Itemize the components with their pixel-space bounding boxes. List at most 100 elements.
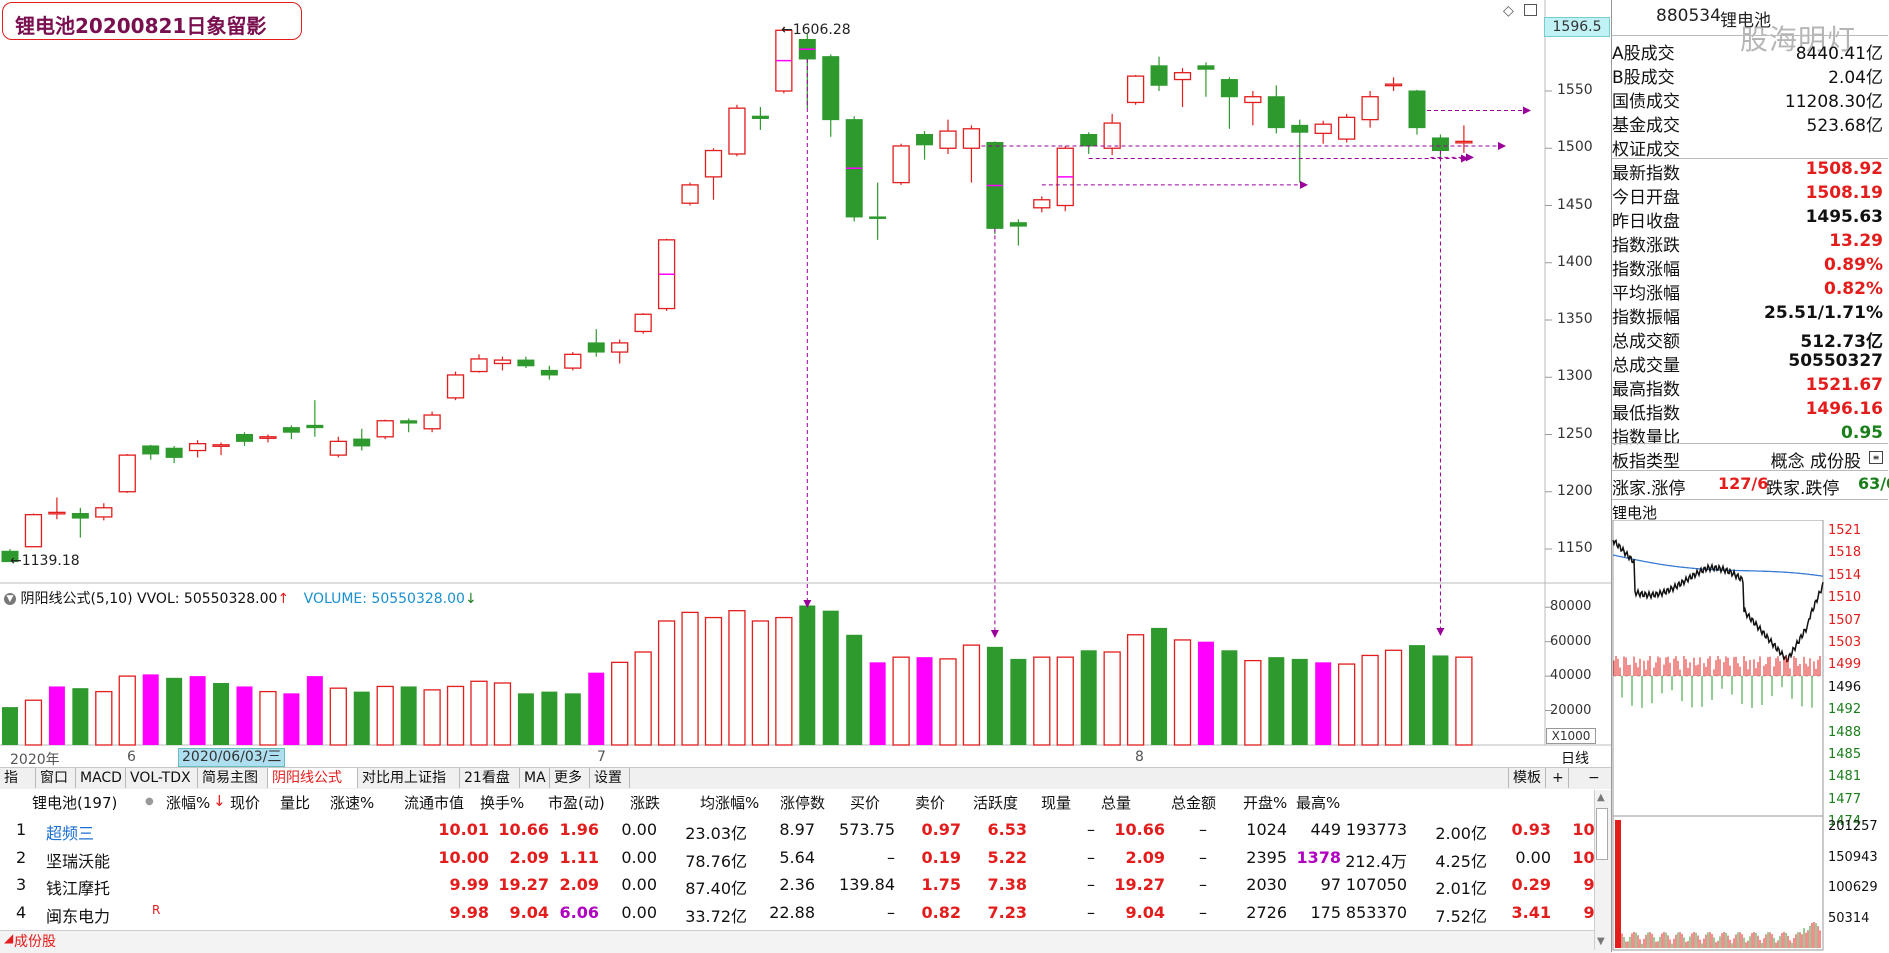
column-header[interactable]: 换手% xyxy=(480,794,525,812)
tab-8[interactable]: MA xyxy=(520,768,550,788)
volume-bar-down xyxy=(1221,650,1238,745)
tab-9[interactable]: 更多 xyxy=(550,768,590,788)
stat-label: 今日开盘 xyxy=(1612,188,1680,208)
stat-row: 昨日收盘 1495.63 xyxy=(1612,206,1887,232)
watermark: 股海明灯 xyxy=(1740,23,1857,56)
price-tick-label: 1400 xyxy=(1557,253,1593,270)
candle-body-up xyxy=(704,149,723,178)
tab-10[interactable]: 设置 xyxy=(590,768,630,788)
cell-totv: 853370 xyxy=(1345,902,1407,922)
column-header[interactable]: 活跃度 xyxy=(973,794,1019,812)
tab-0[interactable]: 指标 xyxy=(0,768,36,806)
column-header[interactable]: 买价 xyxy=(850,794,881,812)
price-tick-label: 1300 xyxy=(1557,368,1593,385)
stat-row: 国债成交 11208.30亿 xyxy=(1612,86,1887,112)
candle-body-down xyxy=(916,134,934,146)
volume-bar-down xyxy=(564,693,581,745)
volume-bar-down xyxy=(1268,657,1285,745)
panel-divider-3 xyxy=(1612,499,1888,500)
sort-desc-icon[interactable]: ↓ xyxy=(213,792,226,810)
remove-button[interactable]: − xyxy=(1588,770,1600,786)
tab-6[interactable]: 对比用上证指 xyxy=(358,768,460,788)
main-chart[interactable] xyxy=(0,0,1612,952)
column-header[interactable]: 涨停数 xyxy=(780,794,826,812)
cell-speed: 0.00 xyxy=(621,847,657,867)
cell-open: 0.29 xyxy=(1511,875,1551,894)
tab-1[interactable]: 窗口 xyxy=(36,768,76,788)
cell-pe: 573.75 xyxy=(839,820,895,839)
diamond-icon[interactable]: ◇ xyxy=(1503,3,1514,19)
chart-title-box: 锂电池20200821日象留影 xyxy=(2,2,302,40)
column-header[interactable]: 市盈(动) xyxy=(548,794,605,812)
intraday-mini-chart[interactable] xyxy=(1612,520,1889,952)
column-header[interactable]: 涨速% xyxy=(330,794,375,812)
cell-totv: 107050 xyxy=(1345,875,1407,894)
column-header[interactable]: 均涨幅% xyxy=(700,794,760,812)
bottom-tab-arrow-icon: ◢ xyxy=(4,931,14,945)
column-header[interactable]: 卖价 xyxy=(915,794,946,812)
template-button[interactable]: 模板 xyxy=(1508,768,1546,788)
high-marker: ←1606.28 xyxy=(781,22,851,38)
volume-bar-up xyxy=(1384,649,1403,746)
candle-body-up xyxy=(1338,116,1356,140)
volume-bar-magenta xyxy=(306,676,323,745)
cell-pct: 10.01 xyxy=(438,820,489,839)
volume-bar-down xyxy=(1291,658,1308,745)
add-button[interactable]: + xyxy=(1548,768,1569,788)
column-header[interactable]: 现量 xyxy=(1041,794,1072,812)
stat-value: 2.04亿 xyxy=(1828,68,1883,88)
stat-value: 0.89% xyxy=(1824,255,1883,275)
column-header[interactable]: 开盘% xyxy=(1243,794,1288,812)
volume-bar-down xyxy=(400,686,417,745)
volume-bar-up xyxy=(423,689,441,746)
tab-4[interactable]: 简易主图 xyxy=(198,768,268,788)
candle-body-down xyxy=(540,369,558,376)
column-header[interactable]: 涨幅% xyxy=(166,794,211,812)
volume-bar-up xyxy=(376,685,394,746)
candle-body-up xyxy=(1103,122,1121,149)
candle-body-down xyxy=(1267,96,1285,129)
bottom-tab-constituents[interactable]: 成份股 xyxy=(14,934,56,950)
cell-turn: 22.88 xyxy=(769,902,815,922)
volume-bar-up xyxy=(446,685,465,746)
window-toggle-icon[interactable] xyxy=(1524,4,1537,16)
period-label[interactable]: 日线 xyxy=(1561,751,1589,767)
cell-chg: 0.19 xyxy=(921,847,961,867)
cell-price: 9.04 xyxy=(509,902,549,922)
stat-label: 总成交量 xyxy=(1612,356,1680,376)
candle-body-up xyxy=(493,359,512,365)
tab-5[interactable]: 阴阳线公式 xyxy=(268,768,358,788)
stock-name[interactable]: 超频三 xyxy=(46,824,95,843)
indicator-toggle-icon[interactable]: ▼ xyxy=(4,593,16,605)
scroll-up-icon[interactable]: ▲ xyxy=(1597,792,1605,803)
scroll-thumb[interactable] xyxy=(1596,808,1608,860)
column-header[interactable]: 总量 xyxy=(1101,794,1132,812)
cell-ask: – xyxy=(1199,902,1207,922)
column-header[interactable]: 现价 xyxy=(230,794,261,812)
scroll-down-icon[interactable]: ▼ xyxy=(1597,936,1605,947)
column-header[interactable]: 流通市值 xyxy=(404,794,465,812)
tab-7[interactable]: 21看盘 xyxy=(460,768,520,788)
price-tick-label: 1450 xyxy=(1557,196,1593,213)
cell-turn: 5.64 xyxy=(779,847,815,867)
column-header[interactable]: 总金额 xyxy=(1171,794,1217,812)
stock-name[interactable]: 坚瑞沃能 xyxy=(46,851,111,871)
tab-3[interactable]: VOL-TDX xyxy=(126,768,198,788)
volume-bar-up xyxy=(118,675,136,746)
column-header[interactable]: 量比 xyxy=(280,794,311,812)
stock-name[interactable]: 钱江摩托 xyxy=(46,879,111,898)
price-tick-label: 1150 xyxy=(1557,540,1593,556)
detail-icon[interactable]: ≡ xyxy=(1869,451,1883,464)
low-label: 1139.18 xyxy=(21,553,80,569)
stat-value: 0.95 xyxy=(1841,423,1883,443)
volume-bar-down xyxy=(353,691,370,745)
tab-2[interactable]: MACD xyxy=(76,768,126,788)
column-header[interactable]: 最高% xyxy=(1296,794,1341,812)
cell-turn: 2.36 xyxy=(779,875,815,894)
volume-bar-down xyxy=(799,605,816,745)
column-header[interactable]: 涨跌 xyxy=(630,794,661,812)
cell-act: 2726 xyxy=(1246,902,1287,922)
volume-bar-magenta xyxy=(869,662,886,745)
volume-bar-up xyxy=(1455,656,1473,746)
stock-name[interactable]: 闽东电力 xyxy=(46,906,111,926)
